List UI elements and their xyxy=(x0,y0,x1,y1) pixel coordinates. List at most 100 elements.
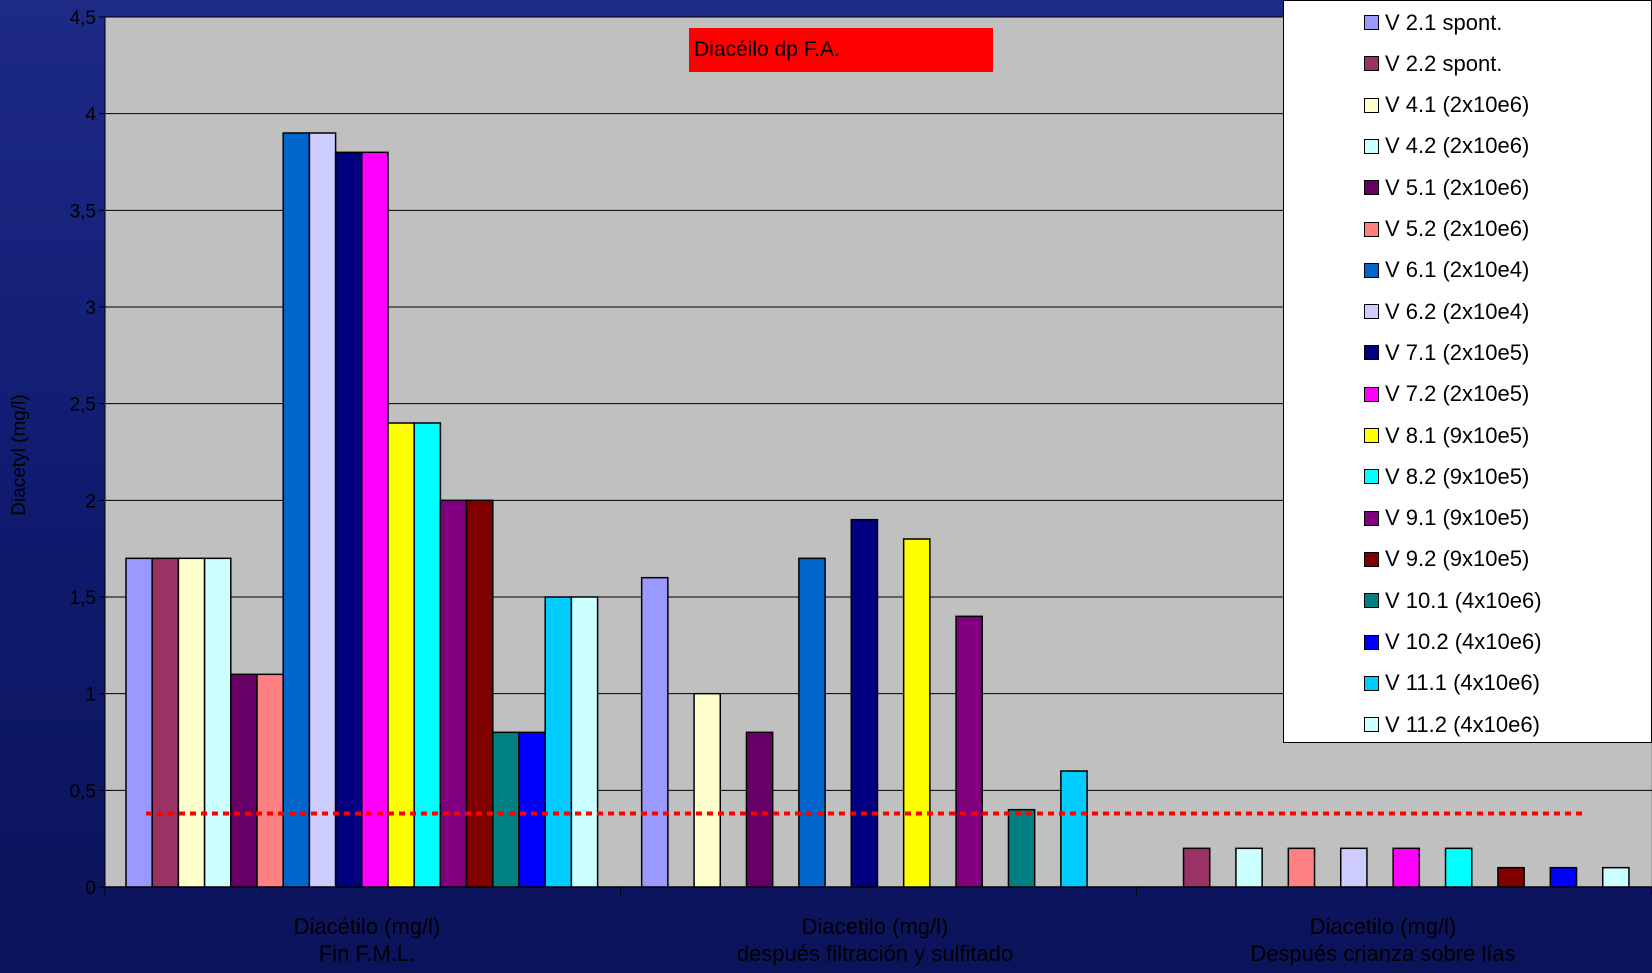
y-tick-label: 2,5 xyxy=(70,395,96,416)
legend-item: V 5.2 (2x10e6) xyxy=(1364,209,1529,250)
category-label-1-line2: Fin F.M.L. xyxy=(318,941,416,966)
legend-swatch xyxy=(1364,97,1379,113)
bar-1-3 xyxy=(177,557,206,888)
bar-2-13 xyxy=(955,615,984,888)
category-label-3-line1: Diacetilo (mg/l) xyxy=(1309,914,1457,939)
legend-label: V 4.1 (2x10e6) xyxy=(1385,92,1530,118)
legend-item: V 7.2 (2x10e5) xyxy=(1364,374,1529,415)
legend-item: V 8.2 (9x10e5) xyxy=(1364,456,1529,497)
legend-item: V 11.1 (4x10e6) xyxy=(1364,663,1540,704)
bar-1-16 xyxy=(518,731,546,888)
y-tick-label: 3 xyxy=(85,298,96,319)
category-label-2-line2: después filtración y sulfitado xyxy=(736,941,1014,966)
y-tick-label: 3,5 xyxy=(70,201,96,222)
legend-label: V 9.2 (9x10e5) xyxy=(1385,546,1530,572)
legend-swatch xyxy=(1364,469,1379,485)
category-label-2: Diacetilo (mg/l) después filtración y su… xyxy=(665,913,1085,967)
bar-1-12 xyxy=(413,422,442,888)
bar-3-16 xyxy=(1549,866,1578,888)
legend-label: V 8.2 (9x10e5) xyxy=(1385,463,1530,489)
legend-item: V 4.2 (2x10e6) xyxy=(1364,126,1529,167)
legend-swatch xyxy=(1364,428,1379,443)
category-label-1: Diacétilo (mg/l) Fin F.M.L. xyxy=(157,913,577,967)
legend-label: V 7.1 (2x10e5) xyxy=(1385,339,1530,365)
bar-3-14 xyxy=(1497,866,1525,888)
category-label-1-line1: Diacétilo (mg/l) xyxy=(293,914,441,939)
legend-item: V 9.1 (9x10e5) xyxy=(1364,498,1529,539)
bar-1-1 xyxy=(125,557,153,888)
bar-2-5 xyxy=(745,731,774,888)
legend-label: V 10.1 (4x10e6) xyxy=(1385,587,1542,613)
legend-swatch xyxy=(1364,304,1379,320)
bar-2-9 xyxy=(850,518,879,888)
y-tick-label: 1,5 xyxy=(70,588,96,609)
legend-swatch xyxy=(1364,634,1379,650)
legend-swatch xyxy=(1364,56,1379,72)
bar-2-3 xyxy=(693,692,722,888)
legend-item: V 2.2 spont. xyxy=(1364,43,1502,84)
y-tick-label: 0,5 xyxy=(70,781,96,802)
y-tick-label: 4,5 xyxy=(70,8,96,29)
legend-item: V 6.2 (2x10e4) xyxy=(1364,291,1529,332)
legend-swatch xyxy=(1364,221,1379,237)
bar-1-13 xyxy=(439,499,468,888)
legend-item: V 6.1 (2x10e4) xyxy=(1364,250,1529,291)
legend-swatch xyxy=(1364,138,1379,154)
legend-item: V 4.1 (2x10e6) xyxy=(1364,85,1529,126)
legend-label: V 5.2 (2x10e6) xyxy=(1385,216,1530,241)
bar-1-6 xyxy=(256,673,284,888)
chart-legend: V 2.1 spont. V 2.2 spont. V 4.1 (2x10e6) V … xyxy=(1283,0,1652,743)
category-label-3-line2: Después crianza sobre lías xyxy=(1250,941,1516,966)
bar-1-4 xyxy=(203,557,232,888)
bar-2-15 xyxy=(1007,808,1036,888)
legend-label: V 8.1 (9x10e5) xyxy=(1385,422,1530,448)
legend-item: V 10.1 (4x10e6) xyxy=(1364,580,1542,621)
legend-label: V 2.2 spont. xyxy=(1385,50,1503,76)
bar-3-12 xyxy=(1444,847,1473,888)
legend-swatch xyxy=(1364,675,1379,691)
legend-swatch xyxy=(1364,180,1379,196)
y-tick-label: 0 xyxy=(85,878,96,899)
legend-item: V 8.1 (9x10e5) xyxy=(1364,415,1529,456)
legend-label: V 7.2 (2x10e5) xyxy=(1385,381,1530,407)
y-tick-label: 2 xyxy=(85,491,96,512)
bar-1-5 xyxy=(230,673,258,888)
bar-1-18 xyxy=(570,596,599,888)
bar-2-1 xyxy=(640,576,669,888)
legend-swatch xyxy=(1364,386,1379,402)
bar-2-7 xyxy=(798,557,826,888)
category-label-3: Diacetilo (mg/l) Después crianza sobre l… xyxy=(1173,913,1593,967)
bar-1-7 xyxy=(282,132,311,888)
bar-1-10 xyxy=(361,151,389,888)
legend-item: V 11.2 (4x10e6) xyxy=(1364,704,1540,745)
legend-label: V 11.2 (4x10e6) xyxy=(1385,711,1540,737)
bar-1-11 xyxy=(387,422,415,888)
bar-3-8 xyxy=(1339,847,1368,888)
bar-1-15 xyxy=(492,731,520,888)
bar-1-9 xyxy=(334,151,363,888)
bar-3-18 xyxy=(1601,866,1630,888)
legend-label: V 10.2 (4x10e6) xyxy=(1385,629,1542,654)
chart-annotation: Diacéilo dp F.A. xyxy=(689,28,993,72)
bar-3-6 xyxy=(1287,847,1316,888)
bar-1-17 xyxy=(544,596,573,888)
bar-2-11 xyxy=(902,538,931,888)
legend-swatch xyxy=(1364,593,1379,609)
legend-label: V 5.1 (2x10e6) xyxy=(1385,174,1530,200)
legend-item: V 7.1 (2x10e5) xyxy=(1364,332,1529,373)
category-label-2-line1: Diacetilo (mg/l) xyxy=(801,914,949,939)
bar-2-17 xyxy=(1060,770,1088,888)
bar-1-8 xyxy=(308,132,337,888)
bar-3-4 xyxy=(1235,847,1263,888)
y-tick-label: 4 xyxy=(85,105,96,126)
y-axis-label: Diacetyl (mg/l) xyxy=(9,394,30,516)
legend-swatch xyxy=(1364,551,1379,567)
legend-label: V 4.2 (2x10e6) xyxy=(1385,133,1530,159)
legend-swatch xyxy=(1364,262,1379,278)
legend-swatch xyxy=(1364,717,1379,733)
legend-label: V 6.1 (2x10e4) xyxy=(1385,257,1530,283)
bar-1-2 xyxy=(151,557,180,888)
bar-3-2 xyxy=(1182,847,1211,888)
legend-item: V 5.1 (2x10e6) xyxy=(1364,167,1529,208)
